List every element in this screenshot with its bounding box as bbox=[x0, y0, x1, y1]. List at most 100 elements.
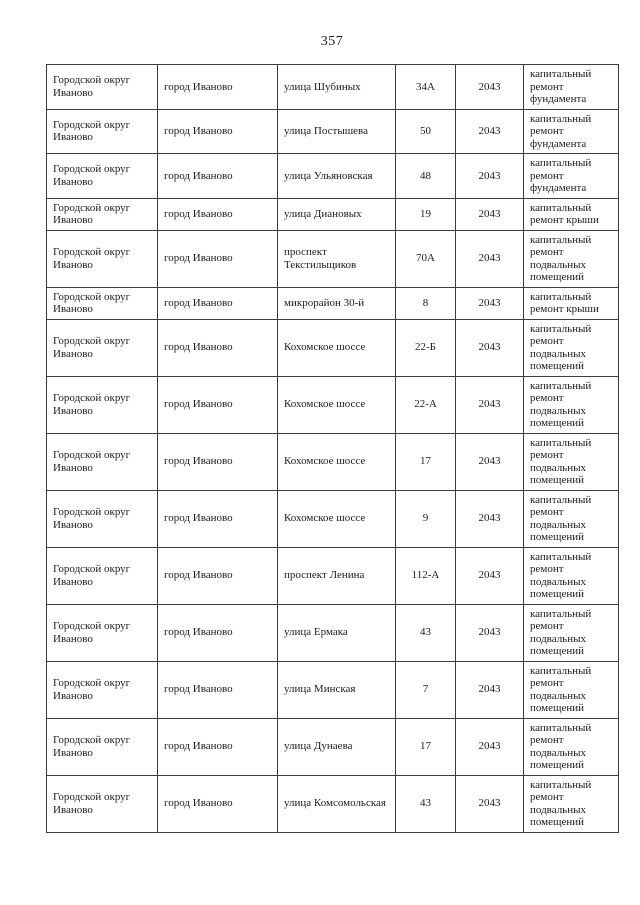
cell-repair-type: капитальный ремонт крыши bbox=[523, 286, 619, 320]
cell-street: улица Диановых bbox=[277, 197, 396, 231]
cell-district: Городской округ Иваново bbox=[46, 286, 158, 320]
cell-district: Городской округ Иваново bbox=[46, 375, 158, 434]
cell-district: Городской округ Иваново bbox=[46, 603, 158, 662]
cell-year: 2043 bbox=[455, 603, 524, 662]
cell-city: город Иваново bbox=[157, 603, 278, 662]
cell-house-number: 48 bbox=[395, 153, 456, 199]
cell-street: Кохомское шоссе bbox=[277, 432, 396, 491]
table-row: Городской округ Иваново город Иваново Ко… bbox=[46, 432, 619, 491]
cell-city: город Иваново bbox=[157, 717, 278, 776]
cell-city: город Иваново bbox=[157, 318, 278, 377]
cell-district: Городской округ Иваново bbox=[46, 108, 158, 154]
table-row: Городской округ Иваново город Иваново пр… bbox=[46, 229, 619, 288]
cell-street: микрорайон 30-й bbox=[277, 286, 396, 320]
table-row: Городской округ Иваново город Иваново Ко… bbox=[46, 375, 619, 434]
cell-city: город Иваново bbox=[157, 64, 278, 110]
cell-street: улица Постышева bbox=[277, 108, 396, 154]
cell-repair-type: капитальный ремонт фундамента bbox=[523, 64, 619, 110]
cell-house-number: 8 bbox=[395, 286, 456, 320]
cell-house-number: 9 bbox=[395, 489, 456, 548]
cell-house-number: 43 bbox=[395, 603, 456, 662]
cell-repair-type: капитальный ремонт подвальных помещений bbox=[523, 717, 619, 776]
cell-year: 2043 bbox=[455, 318, 524, 377]
cell-repair-type: капитальный ремонт подвальных помещений bbox=[523, 660, 619, 719]
table-body: Городской округ Иваново город Иваново ул… bbox=[46, 64, 619, 833]
table-row: Городской округ Иваново город Иваново ул… bbox=[46, 108, 619, 154]
cell-street: улица Минская bbox=[277, 660, 396, 719]
cell-district: Городской округ Иваново bbox=[46, 229, 158, 288]
table-row: Городской округ Иваново город Иваново Ко… bbox=[46, 489, 619, 548]
cell-street: улица Ермака bbox=[277, 603, 396, 662]
table-row: Городской округ Иваново город Иваново пр… bbox=[46, 546, 619, 605]
table-row: Городской округ Иваново город Иваново ул… bbox=[46, 774, 619, 833]
cell-district: Городской округ Иваново bbox=[46, 432, 158, 491]
cell-district: Городской округ Иваново bbox=[46, 318, 158, 377]
cell-district: Городской округ Иваново bbox=[46, 546, 158, 605]
cell-city: город Иваново bbox=[157, 375, 278, 434]
cell-street: улица Комсомольская bbox=[277, 774, 396, 833]
cell-city: город Иваново bbox=[157, 197, 278, 231]
cell-house-number: 50 bbox=[395, 108, 456, 154]
cell-city: город Иваново bbox=[157, 108, 278, 154]
cell-city: город Иваново bbox=[157, 153, 278, 199]
cell-city: город Иваново bbox=[157, 286, 278, 320]
cell-repair-type: капитальный ремонт подвальных помещений bbox=[523, 603, 619, 662]
cell-street: Кохомское шоссе bbox=[277, 318, 396, 377]
cell-district: Городской округ Иваново bbox=[46, 153, 158, 199]
cell-district: Городской округ Иваново bbox=[46, 717, 158, 776]
cell-house-number: 70А bbox=[395, 229, 456, 288]
cell-repair-type: капитальный ремонт подвальных помещений bbox=[523, 432, 619, 491]
table-row: Городской округ Иваново город Иваново ул… bbox=[46, 717, 619, 776]
cell-district: Городской округ Иваново bbox=[46, 774, 158, 833]
cell-year: 2043 bbox=[455, 546, 524, 605]
cell-street: Кохомское шоссе bbox=[277, 489, 396, 548]
cell-district: Городской округ Иваново bbox=[46, 197, 158, 231]
cell-year: 2043 bbox=[455, 153, 524, 199]
cell-year: 2043 bbox=[455, 197, 524, 231]
cell-house-number: 112-А bbox=[395, 546, 456, 605]
cell-city: город Иваново bbox=[157, 660, 278, 719]
cell-city: город Иваново bbox=[157, 774, 278, 833]
table-row: Городской округ Иваново город Иваново ул… bbox=[46, 153, 619, 199]
cell-year: 2043 bbox=[455, 432, 524, 491]
cell-year: 2043 bbox=[455, 717, 524, 776]
cell-city: город Иваново bbox=[157, 432, 278, 491]
capital-repair-table: Городской округ Иваново город Иваново ул… bbox=[46, 64, 619, 833]
cell-house-number: 17 bbox=[395, 717, 456, 776]
table-row: Городской округ Иваново город Иваново ул… bbox=[46, 64, 619, 110]
cell-year: 2043 bbox=[455, 660, 524, 719]
cell-street: улица Ульяновская bbox=[277, 153, 396, 199]
cell-district: Городской округ Иваново bbox=[46, 660, 158, 719]
table-row: Городской округ Иваново город Иваново ул… bbox=[46, 603, 619, 662]
table-row: Городской округ Иваново город Иваново ул… bbox=[46, 197, 619, 231]
cell-repair-type: капитальный ремонт фундамента bbox=[523, 108, 619, 154]
cell-repair-type: капитальный ремонт подвальных помещений bbox=[523, 375, 619, 434]
cell-house-number: 22-Б bbox=[395, 318, 456, 377]
table-row: Городской округ Иваново город Иваново Ко… bbox=[46, 318, 619, 377]
cell-repair-type: капитальный ремонт подвальных помещений bbox=[523, 229, 619, 288]
cell-house-number: 7 bbox=[395, 660, 456, 719]
cell-year: 2043 bbox=[455, 64, 524, 110]
table-row: Городской округ Иваново город Иваново ми… bbox=[46, 286, 619, 320]
cell-repair-type: капитальный ремонт подвальных помещений bbox=[523, 489, 619, 548]
cell-city: город Иваново bbox=[157, 229, 278, 288]
cell-repair-type: капитальный ремонт подвальных помещений bbox=[523, 774, 619, 833]
cell-street: проспект Текстильщиков bbox=[277, 229, 396, 288]
cell-street: улица Дунаева bbox=[277, 717, 396, 776]
cell-house-number: 19 bbox=[395, 197, 456, 231]
cell-street: проспект Ленина bbox=[277, 546, 396, 605]
cell-street: Кохомское шоссе bbox=[277, 375, 396, 434]
cell-house-number: 34А bbox=[395, 64, 456, 110]
page-number: 357 bbox=[320, 34, 344, 49]
cell-street: улица Шубиных bbox=[277, 64, 396, 110]
cell-year: 2043 bbox=[455, 286, 524, 320]
cell-house-number: 22-А bbox=[395, 375, 456, 434]
cell-repair-type: капитальный ремонт подвальных помещений bbox=[523, 546, 619, 605]
cell-district: Городской округ Иваново bbox=[46, 489, 158, 548]
cell-house-number: 17 bbox=[395, 432, 456, 491]
cell-city: город Иваново bbox=[157, 546, 278, 605]
cell-year: 2043 bbox=[455, 229, 524, 288]
table-row: Городской округ Иваново город Иваново ул… bbox=[46, 660, 619, 719]
cell-year: 2043 bbox=[455, 774, 524, 833]
cell-repair-type: капитальный ремонт крыши bbox=[523, 197, 619, 231]
